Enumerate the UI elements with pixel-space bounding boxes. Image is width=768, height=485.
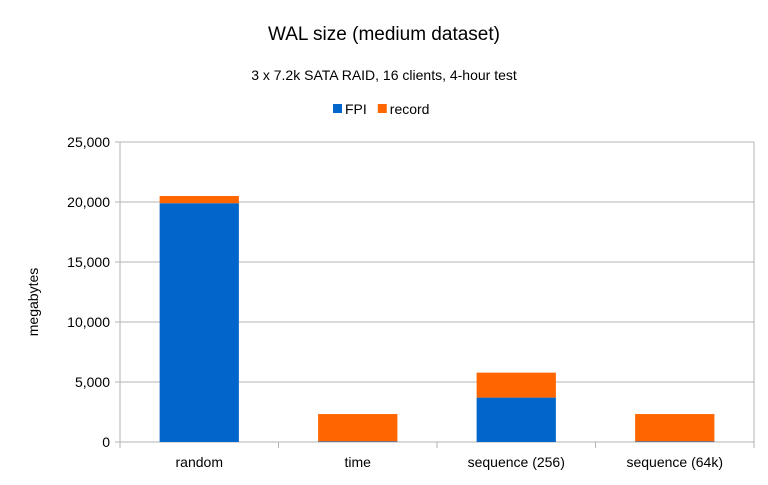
x-tick-label: sequence (64k) [626,454,723,470]
y-tick-label: 10,000 [67,314,110,330]
legend-label-fpi: FPI [345,101,367,117]
bar-record-3 [635,414,715,442]
bar-fpi-3 [635,441,715,442]
x-tick-label: sequence (256) [468,454,565,470]
y-tick-label: 5,000 [75,374,110,390]
axes: 0 5,000 10,000 15,000 20,000 25,000 random time… [67,134,755,470]
y-axis-label: megabytes [25,268,41,336]
legend-swatch-record [377,104,387,113]
y-tick-label: 15,000 [67,254,110,270]
bar-fpi-2 [476,397,556,442]
chart-subtitle: 3 x 7.2k SATA RAID, 16 clients, 4-hour t… [251,67,517,83]
chart-title: WAL size (medium dataset) [268,24,500,45]
y-tick-label: 20,000 [67,194,110,210]
y-tick-label: 25,000 [67,134,110,150]
legend-swatch-fpi [333,104,342,113]
bar-fpi-1 [318,441,398,442]
bar-record-1 [318,414,398,442]
bars [159,196,715,442]
bar-fpi-0 [159,203,239,442]
x-tick-label: random [176,454,223,470]
bar-record-2 [476,372,556,398]
bar-record-0 [159,196,239,204]
legend: FPI record [333,101,429,117]
legend-label-record: record [390,101,430,117]
y-tick-label: 0 [102,434,110,450]
x-tick-label: time [345,454,372,470]
